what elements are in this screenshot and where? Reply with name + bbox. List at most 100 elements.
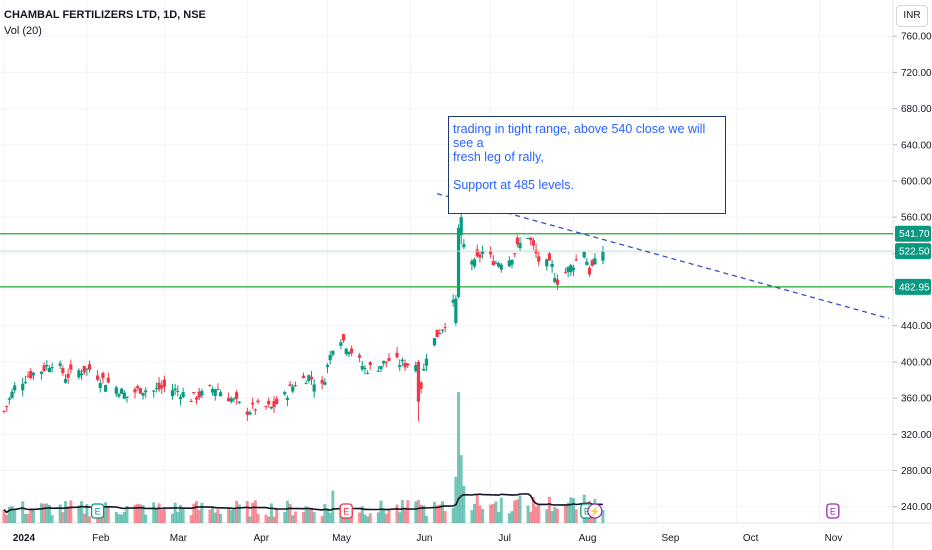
event-marker-glyph: E bbox=[830, 507, 836, 517]
volume-bar bbox=[395, 504, 399, 523]
candle-body bbox=[366, 372, 370, 374]
earnings-marker-icon bbox=[587, 503, 603, 519]
volume-bar bbox=[162, 507, 166, 523]
candle-body bbox=[216, 388, 220, 390]
y-tick-label: 760.00 bbox=[901, 32, 932, 43]
volume-bar bbox=[416, 499, 420, 523]
volume-bar bbox=[211, 506, 215, 523]
volume-bar bbox=[264, 514, 268, 523]
volume-bar bbox=[320, 516, 324, 523]
candle-body bbox=[531, 240, 535, 246]
candle-body bbox=[320, 379, 324, 384]
volume-bar bbox=[473, 503, 477, 523]
volume-bar bbox=[459, 455, 463, 523]
y-tick-label: 560.00 bbox=[901, 213, 932, 224]
candle-body bbox=[534, 249, 538, 254]
candle-body bbox=[518, 242, 522, 248]
candle-body bbox=[192, 392, 196, 394]
candle-body bbox=[47, 368, 52, 373]
volume-bar bbox=[435, 505, 439, 523]
volume-bar bbox=[510, 511, 514, 523]
volume-bar bbox=[285, 500, 289, 523]
volume-bar bbox=[106, 507, 110, 523]
volume-bar bbox=[192, 503, 196, 523]
volume-bar bbox=[133, 504, 137, 523]
candle-body bbox=[395, 352, 399, 358]
volume-bar bbox=[5, 514, 9, 523]
candle-body bbox=[472, 259, 477, 267]
volume-bar bbox=[601, 510, 605, 523]
volume-bar bbox=[563, 504, 567, 523]
volume-bar bbox=[63, 501, 67, 523]
candle-body bbox=[226, 397, 231, 402]
volume-bar bbox=[507, 513, 511, 523]
candle-body bbox=[491, 261, 495, 266]
volume-bar bbox=[328, 512, 332, 523]
candle-body bbox=[29, 370, 33, 379]
volume-bar bbox=[181, 507, 185, 523]
volume-bar bbox=[291, 515, 295, 523]
candle-body bbox=[480, 250, 485, 254]
volume-bar bbox=[21, 501, 25, 523]
candle-body bbox=[424, 358, 429, 366]
volume-bar bbox=[491, 503, 495, 523]
volume-bar bbox=[77, 505, 81, 523]
currency-button[interactable]: INR bbox=[896, 5, 928, 27]
candle-body bbox=[245, 411, 249, 415]
candle-body bbox=[440, 329, 445, 331]
earnings-marker-icon bbox=[826, 503, 840, 519]
candle-body bbox=[456, 228, 461, 297]
volume-bar bbox=[489, 504, 493, 523]
volume-indicator-label[interactable]: Vol (20) bbox=[4, 25, 42, 37]
volume-bar bbox=[529, 511, 533, 523]
volume-bar bbox=[141, 505, 145, 523]
candle-body bbox=[368, 362, 372, 366]
volume-bar bbox=[267, 516, 271, 523]
volume-bar bbox=[443, 510, 447, 523]
candle-body bbox=[304, 383, 308, 385]
annotation-note[interactable]: trading in tight range, above 540 close … bbox=[448, 116, 726, 214]
candle-body bbox=[98, 383, 102, 389]
candle-body bbox=[181, 392, 185, 398]
candle-body bbox=[285, 397, 290, 400]
candle-body bbox=[432, 338, 437, 346]
candle-body bbox=[553, 278, 557, 283]
volume-bar bbox=[398, 512, 402, 523]
candle-body bbox=[451, 299, 455, 303]
candle-body bbox=[114, 387, 118, 394]
volume-bar bbox=[157, 503, 161, 523]
y-tick-label: 680.00 bbox=[901, 104, 932, 115]
x-tick-label: Jul bbox=[498, 533, 511, 544]
volume-bar bbox=[138, 504, 142, 523]
candle-body bbox=[21, 383, 25, 391]
x-tick-label: Feb bbox=[92, 533, 110, 544]
candle-body bbox=[2, 410, 6, 412]
volume-bar bbox=[545, 509, 549, 523]
event-marker-glyph: E bbox=[343, 507, 349, 517]
candle-body bbox=[507, 260, 511, 267]
earnings-marker-icon bbox=[339, 503, 353, 519]
candle-body bbox=[125, 396, 129, 398]
volume-bar bbox=[29, 508, 33, 523]
candle-body bbox=[104, 385, 108, 392]
price-level-tag bbox=[895, 278, 931, 295]
candle-body bbox=[95, 375, 100, 380]
candle-body bbox=[513, 253, 517, 255]
candle-body bbox=[515, 237, 519, 245]
candle-body bbox=[23, 381, 27, 383]
candle-body bbox=[400, 359, 404, 362]
volume-bar bbox=[572, 498, 576, 523]
candle-body bbox=[122, 392, 126, 399]
volume-bar bbox=[160, 509, 164, 523]
candle-body bbox=[197, 391, 201, 398]
y-tick-label: 440.00 bbox=[901, 321, 932, 332]
candle-body bbox=[510, 259, 514, 265]
price-level-label: 541.70 bbox=[899, 229, 930, 240]
x-tick-label: Jun bbox=[416, 533, 432, 544]
volume-bar bbox=[513, 500, 517, 523]
volume-bar bbox=[216, 509, 220, 523]
volume-bar bbox=[547, 496, 551, 523]
candle-body bbox=[232, 398, 236, 400]
